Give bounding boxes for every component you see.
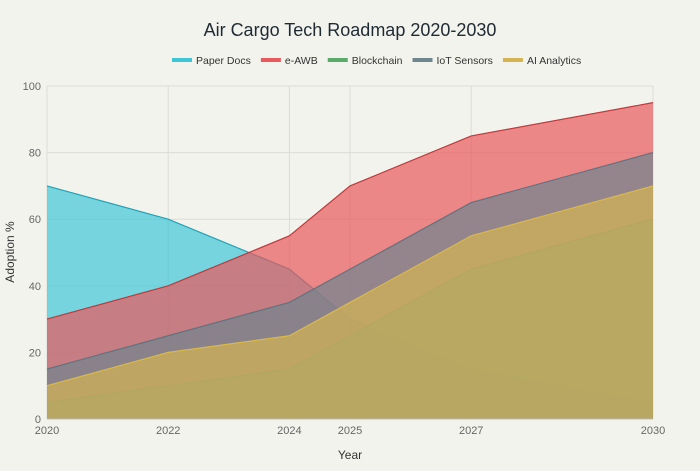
legend-swatch [172, 58, 192, 62]
y-axis-label: Adoption % [3, 221, 17, 283]
chart-title: Air Cargo Tech Roadmap 2020-2030 [204, 20, 497, 40]
legend-swatch [502, 58, 523, 62]
legend-item: AI Analytics [502, 55, 581, 67]
series-areas [46, 102, 654, 420]
legend-swatch [260, 58, 281, 62]
line-iot-sensors [46, 152, 654, 370]
x-tick-label: 2027 [459, 425, 483, 437]
legend-label: Paper Docs [196, 55, 251, 67]
x-axis-label: Year [338, 448, 362, 462]
y-tick-label: 20 [29, 347, 41, 359]
axes: 0 20 40 60 80 100 2020 2022 2024 2025 2027 2030 [23, 81, 666, 437]
legend-swatch [327, 58, 348, 62]
y-tick-label: 0 [35, 414, 41, 426]
y-tick-label: 80 [29, 148, 41, 160]
line-e-awb [46, 102, 654, 320]
x-tick-label: 2022 [156, 425, 180, 437]
legend: Paper Docs e-AWB Blockchain IoT Sensors AI A… [172, 55, 581, 67]
legend-swatch [412, 58, 433, 62]
legend-item: Blockchain [327, 55, 403, 67]
legend-label: AI Analytics [527, 55, 581, 67]
legend-label: Blockchain [352, 55, 403, 67]
y-tick-label: 60 [29, 214, 41, 226]
y-tick-label: 100 [23, 81, 41, 93]
legend-item: IoT Sensors [412, 55, 493, 67]
legend-item: e-AWB [260, 55, 318, 67]
x-tick-label: 2025 [338, 425, 362, 437]
x-tick-label: 2020 [35, 425, 59, 437]
line-ai-analytics [46, 185, 654, 387]
legend-label: e-AWB [285, 55, 318, 67]
x-tick-label: 2030 [641, 425, 665, 437]
y-tick-label: 40 [29, 281, 41, 293]
x-tick-label: 2024 [277, 425, 301, 437]
legend-item: Paper Docs [172, 55, 251, 67]
legend-label: IoT Sensors [437, 55, 493, 67]
